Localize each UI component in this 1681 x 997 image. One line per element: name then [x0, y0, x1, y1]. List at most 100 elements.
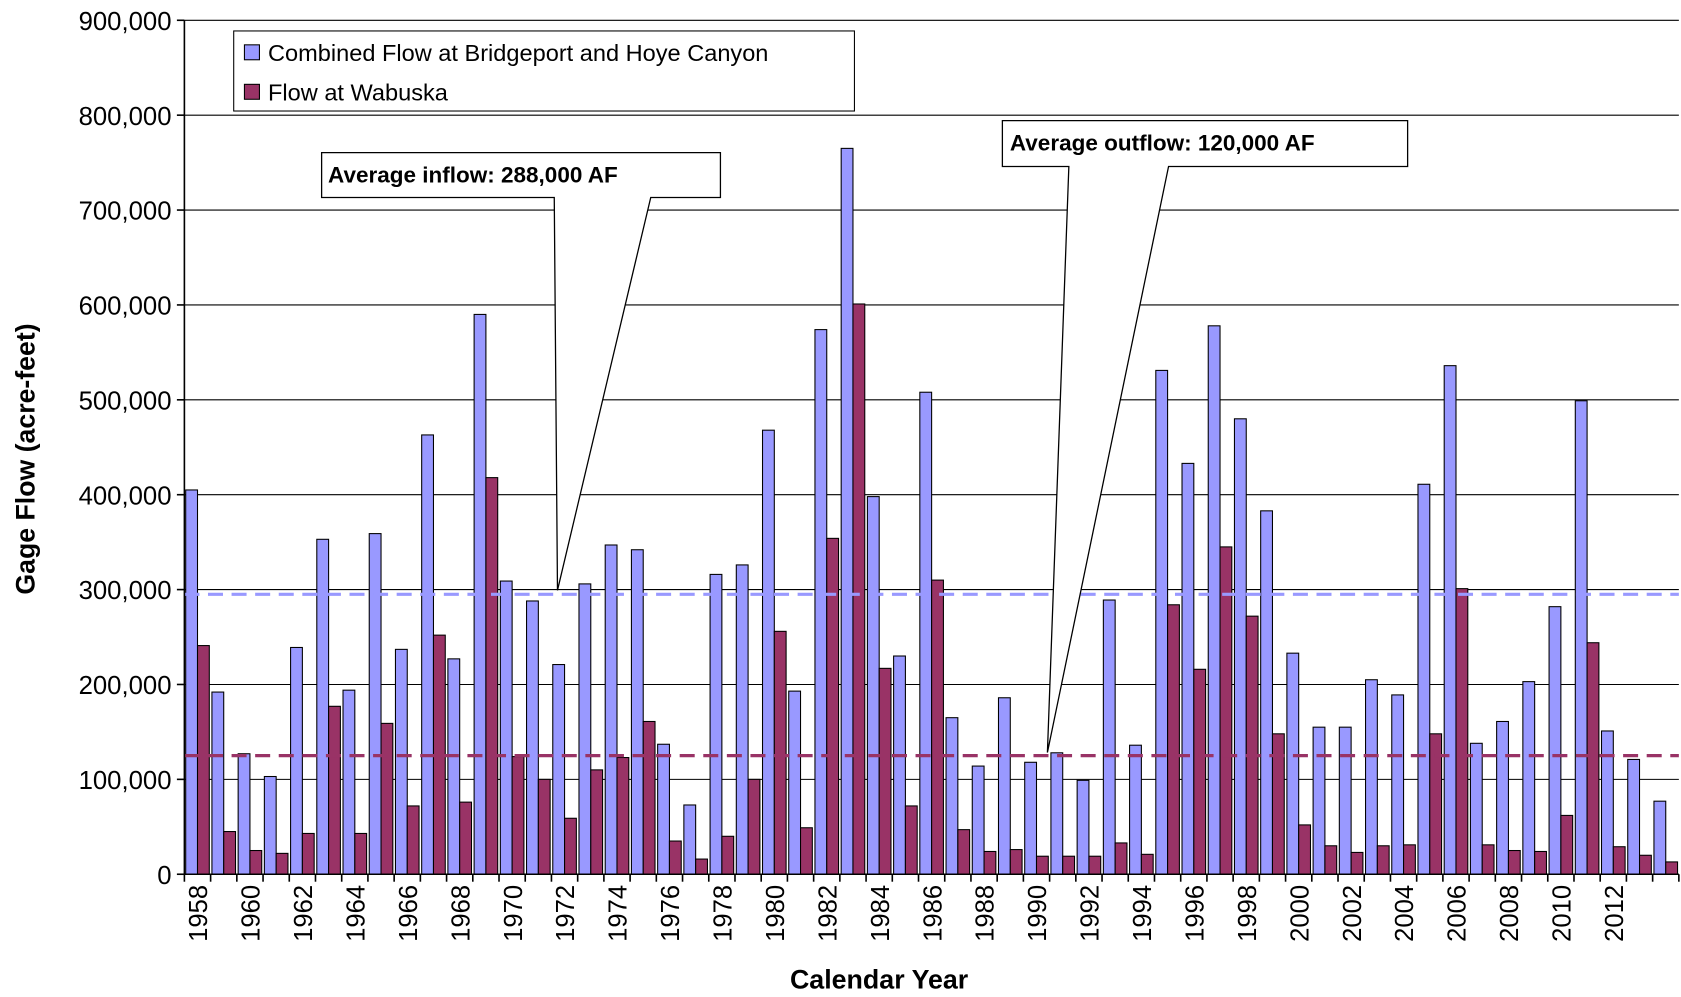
x-tick-label: 1996 — [1181, 885, 1209, 942]
bar — [394, 648, 408, 875]
bar — [459, 801, 473, 875]
x-tick-label: 1998 — [1234, 885, 1262, 942]
bar — [1102, 599, 1116, 875]
x-tick-label: 2012 — [1601, 885, 1629, 942]
bar — [721, 835, 735, 875]
bar — [1548, 606, 1562, 875]
bar — [223, 831, 237, 875]
bar — [1233, 418, 1247, 875]
bar — [1665, 861, 1679, 875]
bar — [1088, 855, 1102, 875]
bar — [1009, 849, 1023, 875]
x-tick-label: 1992 — [1077, 885, 1105, 942]
bar — [904, 805, 918, 875]
bar — [1076, 779, 1090, 875]
bar — [578, 583, 592, 875]
bar — [275, 852, 289, 875]
bar — [185, 489, 199, 875]
legend-label: Combined Flow at Bridgeport and Hoye Can… — [268, 40, 768, 66]
bar — [290, 646, 303, 875]
legend-box — [233, 30, 855, 112]
bar — [1207, 325, 1221, 875]
bar — [971, 765, 985, 875]
bar — [590, 769, 604, 875]
y-tick-label: 100,000 — [79, 767, 172, 795]
bar — [421, 434, 435, 875]
bar — [761, 429, 775, 875]
x-tick-label: 1958 — [185, 885, 213, 942]
bar — [354, 832, 368, 875]
x-axis-title: Calendar Year — [790, 965, 968, 995]
bar — [1522, 681, 1536, 875]
x-tick-label: 1966 — [395, 885, 423, 942]
x-tick-label: 1964 — [342, 885, 370, 942]
bar — [552, 664, 566, 875]
bar — [1612, 846, 1626, 875]
bar — [1298, 824, 1312, 875]
bar — [840, 147, 854, 875]
x-tick-label: 2000 — [1286, 885, 1314, 942]
legend-swatch — [243, 44, 260, 61]
bar — [1155, 369, 1169, 875]
bar — [406, 805, 420, 875]
bar — [1417, 483, 1431, 875]
bar — [1193, 668, 1207, 875]
y-axis-title: Gage Flow (acre-feet) — [10, 323, 40, 594]
bar — [1062, 855, 1076, 875]
y-tick-label: 300,000 — [79, 577, 172, 605]
bar — [1181, 462, 1195, 875]
bar — [447, 658, 461, 875]
legend-items: Combined Flow at Bridgeport and Hoye Can… — [243, 40, 768, 105]
y-tick-label: 200,000 — [79, 672, 172, 700]
bar — [249, 849, 263, 875]
bar — [485, 477, 499, 875]
bar — [499, 580, 513, 875]
bar — [196, 645, 210, 875]
callout-inflow: Average inflow: 288,000 AF — [320, 152, 722, 591]
legend-label: Flow at Wabuska — [268, 79, 449, 105]
bar — [695, 858, 708, 875]
bar — [1338, 726, 1352, 875]
x-tick-label: 1976 — [657, 885, 685, 942]
bar — [1312, 726, 1326, 875]
bar — [211, 691, 225, 875]
bar — [380, 722, 394, 875]
ticks: 0 100,000 200,000 300,000 400,000 500,000 600,… — [79, 8, 1680, 942]
bar — [852, 303, 866, 875]
annotation: Average outflow: 120,000 AF — [1010, 131, 1315, 156]
bar — [1140, 853, 1154, 875]
bar — [1481, 844, 1495, 875]
bar — [316, 538, 330, 875]
y-tick-label: 800,000 — [79, 103, 172, 131]
bar — [1350, 851, 1364, 875]
x-tick-label: 1960 — [238, 885, 266, 942]
bar — [799, 827, 813, 875]
bar — [683, 804, 697, 875]
y-tick-label: 500,000 — [79, 387, 172, 415]
bar — [1286, 652, 1300, 875]
x-tick-label: 1986 — [919, 885, 947, 942]
bar — [328, 705, 341, 875]
bar — [866, 496, 880, 875]
bar — [945, 717, 959, 875]
x-tick-label: 1980 — [762, 885, 790, 942]
x-tick-label: 1974 — [605, 885, 633, 942]
bar — [1600, 730, 1614, 875]
bar — [668, 840, 682, 875]
bar — [1391, 694, 1405, 875]
bar — [1638, 854, 1652, 875]
bar — [1024, 761, 1038, 875]
x-tick-label: 1994 — [1129, 885, 1157, 942]
bar — [1469, 742, 1483, 875]
y-tick-label: 900,000 — [79, 8, 172, 36]
x-tick-label: 1962 — [290, 885, 318, 942]
y-tick-label: 700,000 — [79, 198, 172, 226]
bar — [1219, 546, 1233, 875]
bar — [931, 579, 944, 875]
bar — [237, 753, 251, 875]
bar — [511, 756, 525, 875]
x-tick-label: 2008 — [1496, 885, 1524, 942]
bar — [788, 690, 802, 875]
bar — [878, 667, 892, 875]
